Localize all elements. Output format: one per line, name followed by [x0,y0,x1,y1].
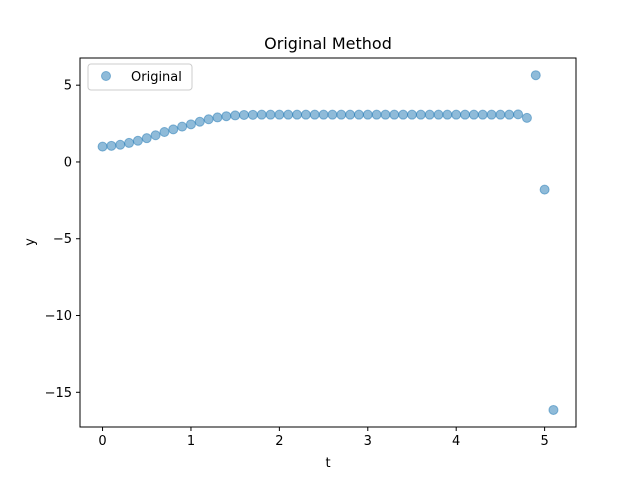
data-point [150,130,161,141]
data-point [132,135,143,146]
data-point [115,139,126,150]
legend-marker [101,71,111,81]
x-axis-label: t [325,456,330,471]
chart-title: Original Method [264,34,392,53]
data-point [336,109,347,120]
data-point [468,109,479,120]
data-point [513,109,524,120]
data-point [486,109,497,120]
y-axis-label: y [23,238,38,246]
data-point [504,109,515,120]
data-point [212,112,223,123]
data-point [168,124,179,135]
data-point [495,109,506,120]
data-point [548,404,559,415]
x-tick-label: 1 [187,434,195,449]
data-point [353,109,364,120]
data-point [203,114,214,125]
data-point [300,109,311,120]
y-tick-label: −10 [45,309,72,324]
data-point [424,109,435,120]
x-tick-label: 2 [275,434,283,449]
x-tick-label: 5 [540,434,548,449]
data-point [362,109,373,120]
data-point [177,121,188,132]
data-point [433,109,444,120]
plot-frame [79,57,577,428]
legend-label-original: Original [131,70,182,85]
data-point [451,109,462,120]
data-point [406,109,417,120]
data-point [530,70,541,81]
legend-box [87,63,193,91]
data-point [256,109,267,120]
data-point [194,116,205,127]
data-point [477,109,488,120]
data-point [327,109,338,120]
y-tick-label: −15 [45,386,72,401]
data-point [97,141,108,152]
data-point [539,184,550,195]
x-tick-label: 0 [98,434,106,449]
data-point [371,109,382,120]
data-point [185,119,196,130]
data-point [230,110,241,121]
data-point [309,109,320,120]
data-point [239,109,250,120]
data-point [398,109,409,120]
data-point [106,140,117,151]
y-axis-ticks: −15 −10 −5 0 5 [45,79,80,401]
data-point [221,111,232,122]
data-points [97,70,559,415]
y-tick-label: −5 [53,232,72,247]
y-tick-label: 0 [64,155,72,170]
data-point [283,109,294,120]
data-point [521,112,532,123]
data-point [460,109,471,120]
data-point [141,133,152,144]
x-axis-ticks: 0 1 2 3 4 5 [98,427,549,449]
data-point [292,109,303,120]
data-point [318,109,329,120]
data-point [380,109,391,120]
legend: Original [87,63,193,91]
data-point [442,109,453,120]
data-point [265,109,276,120]
data-point [124,137,135,148]
data-point [345,109,356,120]
data-point [274,109,285,120]
y-tick-label: 5 [64,79,72,94]
x-tick-label: 3 [364,434,372,449]
plot-area [80,58,576,427]
data-point [415,109,426,120]
x-tick-label: 4 [452,434,460,449]
data-point [159,127,170,138]
data-point [247,109,258,120]
data-point [389,109,400,120]
